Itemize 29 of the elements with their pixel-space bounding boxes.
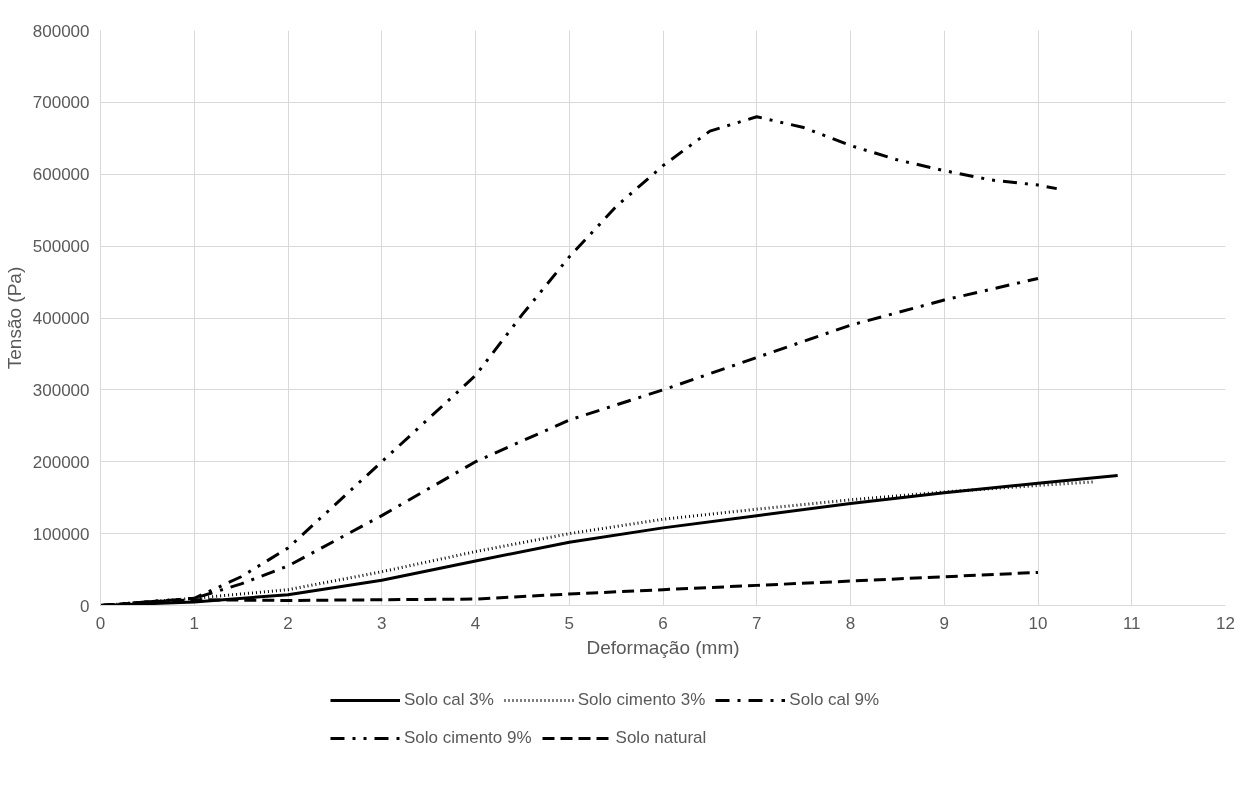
y-tick-label: 400000	[32, 309, 90, 328]
y-tick-label: 600000	[32, 165, 90, 185]
x-tick-label: 4	[470, 613, 481, 633]
y-tick-label: 0	[80, 596, 90, 616]
legend-label: Solo cal 9%	[789, 690, 880, 710]
x-tick-label: 10	[1028, 613, 1048, 633]
y-tick-label: 200000	[32, 452, 90, 472]
y-tick-label: 100000	[32, 524, 90, 544]
y-axis-title: Tensão (Pa)	[3, 266, 25, 370]
legend-label: Solo cimento 3%	[577, 690, 706, 710]
x-tick-label: 1	[189, 613, 199, 633]
legend-label: Solo cal 3%	[404, 690, 494, 710]
x-tick-label: 8	[845, 613, 856, 633]
y-tick-label: 500000	[32, 237, 90, 257]
x-tick-label: 6	[658, 613, 668, 633]
x-tick-label: 11	[1122, 613, 1141, 633]
x-tick-label: 12	[1216, 613, 1235, 633]
x-tick-label: 2	[283, 613, 293, 633]
x-axis-title: Deformação (mm)	[586, 636, 740, 658]
y-tick-label: 300000	[32, 380, 90, 400]
x-tick-label: 5	[564, 613, 574, 633]
y-tick-label: 700000	[32, 93, 90, 113]
legend-label: Solo natural	[615, 728, 707, 748]
legend-label: Solo cimento 9%	[404, 728, 532, 748]
y-tick-label: 800000	[32, 21, 90, 41]
x-tick-label: 3	[377, 613, 387, 633]
x-tick-label: 7	[752, 613, 762, 633]
x-tick-label: 9	[939, 613, 949, 633]
x-tick-label: 0	[95, 613, 106, 633]
